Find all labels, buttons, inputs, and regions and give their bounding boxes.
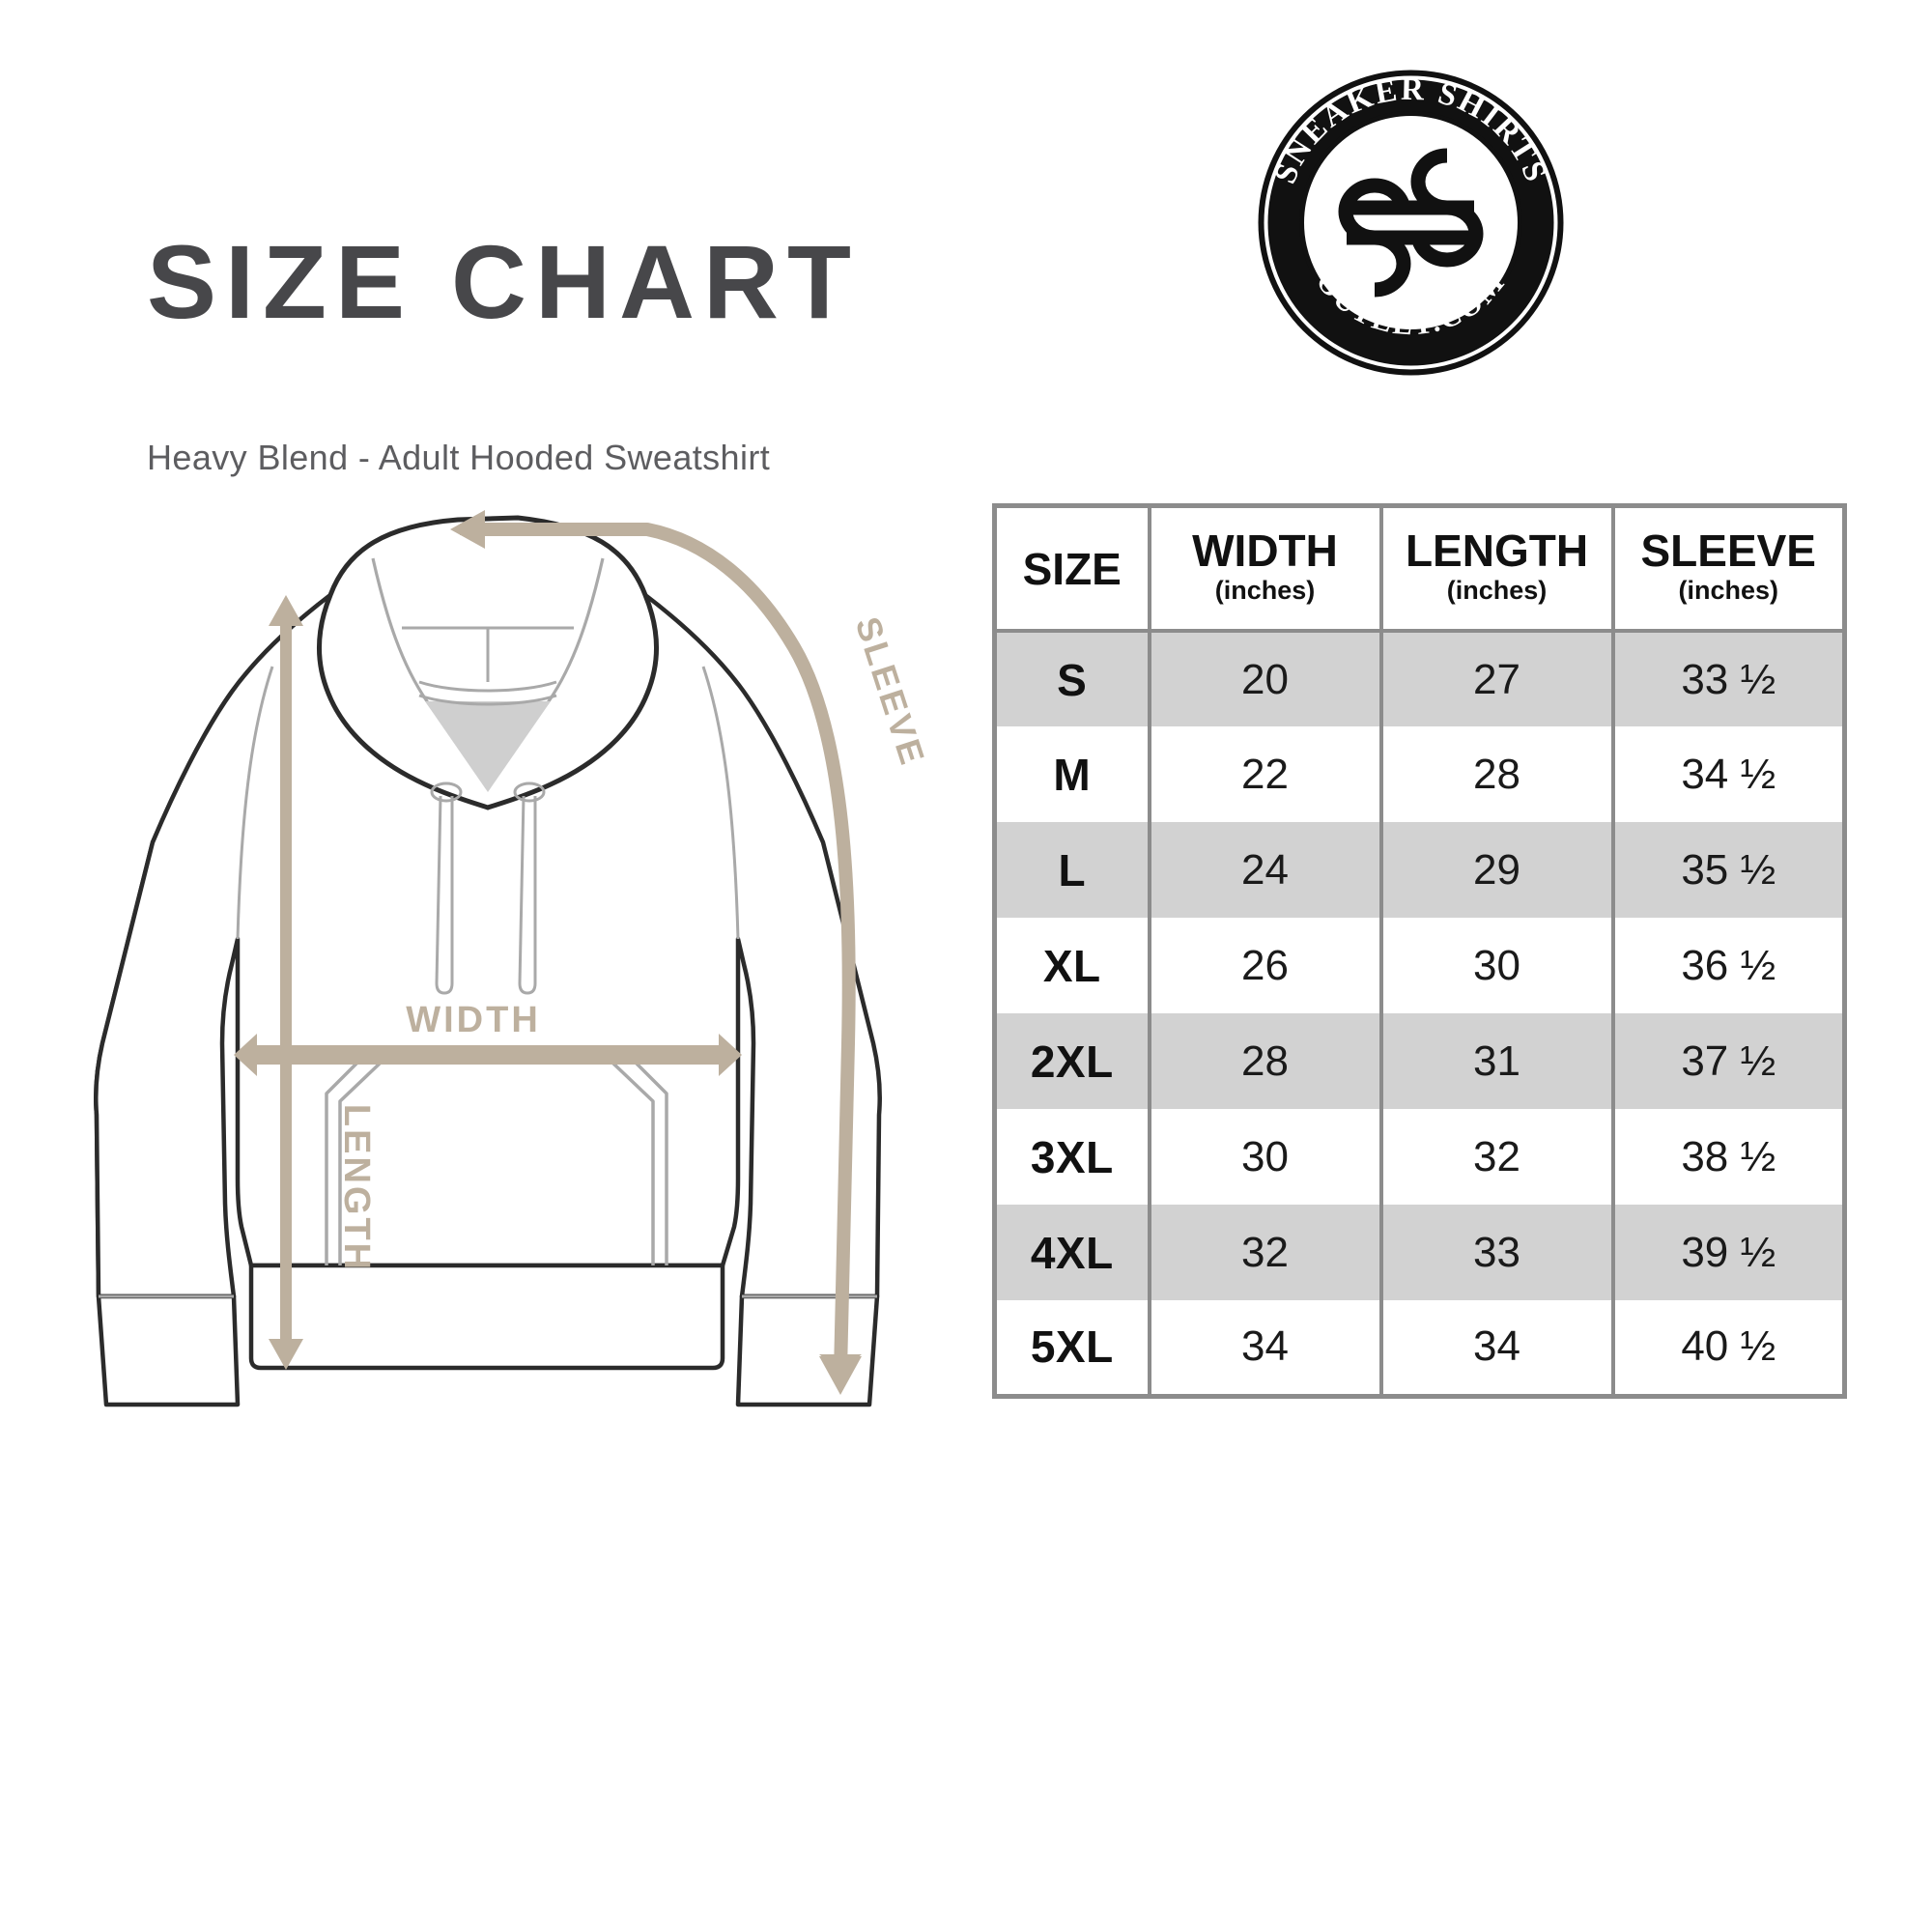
table-row: 2XL 28 31 37 ½ (992, 1013, 1847, 1109)
cell-width: 22 (1147, 726, 1383, 822)
cell-length: 32 (1378, 1109, 1615, 1205)
page-title: SIZE CHART (147, 223, 860, 340)
cell-sleeve: 39 ½ (1610, 1205, 1847, 1300)
cell-sleeve: 36 ½ (1610, 918, 1847, 1013)
table-row: XL 26 30 36 ½ (992, 918, 1847, 1013)
cell-width: 28 (1147, 1013, 1383, 1109)
column-header-width: WIDTH (inches) (1147, 505, 1383, 633)
cell-width: 32 (1147, 1205, 1383, 1300)
sleeve-measure-arrow (450, 510, 862, 1395)
table-row: 4XL 32 33 39 ½ (992, 1205, 1847, 1300)
hoodie-svg: WIDTH LENGTH SLEEVE (94, 510, 933, 1407)
column-header-sleeve-unit: (inches) (1678, 576, 1779, 606)
page-subtitle: Heavy Blend - Adult Hooded Sweatshirt (147, 438, 771, 477)
column-header-sleeve-main: SLEEVE (1640, 526, 1816, 577)
size-table-body: S 20 27 33 ½ M 22 28 34 ½ L 24 29 35 ½ XL 26 30 36 ½ 2XL… (992, 631, 1847, 1396)
width-measure-arrow (234, 1034, 742, 1076)
hooded-sweatshirt-diagram: WIDTH LENGTH SLEEVE (68, 502, 1053, 1584)
cell-sleeve: 38 ½ (1610, 1109, 1847, 1205)
column-header-width-main: WIDTH (1192, 526, 1338, 577)
column-header-width-unit: (inches) (1214, 576, 1316, 606)
cell-width: 26 (1147, 918, 1383, 1013)
size-table-container: SIZE WIDTH (inches) LENGTH (inches) SLEE… (992, 503, 1847, 1399)
table-row: 5XL 34 34 40 ½ (992, 1300, 1847, 1396)
sneaker-shirts-outlet-logo: SNEAKER SHIRTS OUTLET.COM (1254, 66, 1568, 380)
length-label: LENGTH (336, 1104, 377, 1272)
cell-length: 27 (1378, 631, 1615, 726)
cell-size: 5XL (992, 1300, 1151, 1396)
cell-length: 31 (1378, 1013, 1615, 1109)
sleeve-label: SLEEVE (848, 612, 933, 772)
logo-ss-monogram (1338, 148, 1484, 298)
drawstrings (430, 781, 546, 995)
cell-size: 3XL (992, 1109, 1151, 1205)
cell-size: L (992, 822, 1151, 918)
column-header-length-main: LENGTH (1405, 526, 1589, 577)
column-header-size: SIZE (992, 505, 1151, 633)
column-header-length: LENGTH (inches) (1378, 505, 1615, 633)
table-row: M 22 28 34 ½ (992, 726, 1847, 822)
table-row: 3XL 30 32 38 ½ (992, 1109, 1847, 1205)
table-header-row: SIZE WIDTH (inches) LENGTH (inches) SLEE… (992, 505, 1847, 633)
header-block: SIZE CHART Heavy Blend - Adult Hooded Sw… (147, 223, 939, 478)
length-measure-arrow (269, 595, 303, 1370)
table-row: L 24 29 35 ½ (992, 822, 1847, 918)
hood (316, 515, 660, 810)
column-header-sleeve: SLEEVE (inches) (1610, 505, 1847, 633)
table-row: S 20 27 33 ½ (992, 631, 1847, 726)
cell-width: 20 (1147, 631, 1383, 726)
width-label: WIDTH (406, 1000, 541, 1040)
cell-size: 2XL (992, 1013, 1151, 1109)
cell-sleeve: 35 ½ (1610, 822, 1847, 918)
cell-size: S (992, 631, 1151, 726)
cell-length: 29 (1378, 822, 1615, 918)
cell-length: 33 (1378, 1205, 1615, 1300)
cell-size: M (992, 726, 1151, 822)
cell-sleeve: 33 ½ (1610, 631, 1847, 726)
column-header-length-unit: (inches) (1446, 576, 1548, 606)
cell-length: 30 (1378, 918, 1615, 1013)
cell-size: XL (992, 918, 1151, 1013)
cell-length: 28 (1378, 726, 1615, 822)
cell-width: 30 (1147, 1109, 1383, 1205)
cell-width: 34 (1147, 1300, 1383, 1396)
logo-badge-icon: SNEAKER SHIRTS OUTLET.COM (1258, 70, 1564, 376)
cell-sleeve: 34 ½ (1610, 726, 1847, 822)
hoodie-outline (94, 592, 882, 1407)
cell-length: 34 (1378, 1300, 1615, 1396)
size-table: SIZE WIDTH (inches) LENGTH (inches) SLEE… (992, 503, 1847, 1399)
cell-width: 24 (1147, 822, 1383, 918)
cell-sleeve: 37 ½ (1610, 1013, 1847, 1109)
cell-size: 4XL (992, 1205, 1151, 1300)
column-header-size-main: SIZE (1022, 543, 1122, 594)
cell-sleeve: 40 ½ (1610, 1300, 1847, 1396)
